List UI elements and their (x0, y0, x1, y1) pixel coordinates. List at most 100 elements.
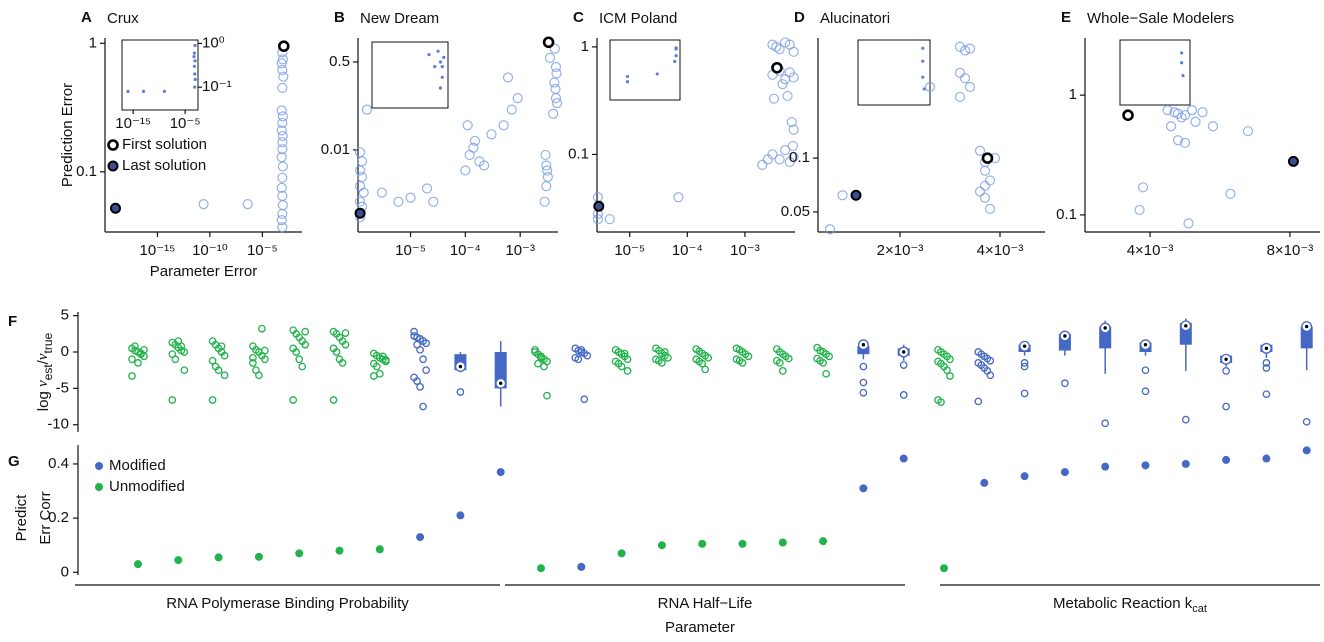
legend-marker (95, 462, 103, 470)
strip-point (531, 345, 539, 354)
point (979, 165, 991, 176)
y-axis-label: log vest/vtrue (35, 332, 55, 411)
point (198, 199, 209, 210)
strip-point (946, 355, 954, 364)
strip-point (140, 345, 148, 354)
y-axis-label: Predict (13, 494, 30, 542)
point (276, 215, 287, 226)
point (277, 54, 288, 65)
point (1222, 455, 1231, 464)
point (550, 83, 561, 95)
point (786, 116, 797, 128)
strip-point (292, 348, 301, 356)
point (405, 192, 416, 203)
y-axis-label-part: log (35, 387, 52, 411)
strip-point (369, 372, 378, 380)
inset-point (921, 59, 925, 63)
point (512, 93, 523, 104)
point (1179, 137, 1191, 148)
strip-point (580, 395, 589, 404)
group-label: Metabolic Reaction kcat (1053, 595, 1207, 615)
strip-point (574, 355, 583, 364)
point (549, 77, 560, 88)
group-label-text: RNA Half−Life (658, 595, 753, 612)
panel-title: New Dream (360, 10, 439, 27)
point (277, 222, 288, 233)
inset-point (193, 77, 197, 82)
mean-dot (1305, 324, 1309, 329)
inset-y-tick-label: 10⁻¹ (202, 78, 232, 95)
strip-point (623, 367, 632, 375)
point (277, 172, 288, 183)
outlier (1181, 415, 1190, 424)
strip-point (661, 348, 669, 356)
y-tick-label: 0.1 (1056, 206, 1077, 223)
point (277, 117, 288, 129)
y-tick-label: 0 (61, 563, 69, 580)
x-tick-label: 10⁻³ (730, 242, 760, 259)
mean-dot (902, 350, 906, 354)
point (486, 129, 497, 140)
point (979, 192, 991, 203)
y-tick-label: 1 (89, 34, 97, 51)
strip-point (744, 352, 753, 361)
inset-point (440, 75, 444, 79)
x-tick-label: 10⁻⁴ (450, 242, 481, 259)
point (979, 180, 991, 191)
x-tick-label: 10⁻¹⁵ (140, 242, 176, 259)
point (277, 137, 288, 148)
point (1134, 204, 1145, 216)
strip-point (784, 354, 793, 363)
y-tick-label: 0.4 (48, 455, 69, 472)
outlier (1061, 379, 1069, 388)
panel-letter: C (573, 9, 584, 26)
inset-point (625, 74, 630, 79)
y-axis-label: Err Corr (37, 491, 54, 544)
last-solution-marker (1287, 155, 1299, 167)
strip-point (986, 371, 995, 380)
strip-point (329, 396, 338, 404)
strip-point (289, 396, 298, 404)
point (924, 81, 936, 93)
strip-point (261, 346, 269, 355)
x-axis-label: Parameter Error (150, 263, 258, 280)
x-tick-label: 10⁻⁵ (614, 242, 645, 259)
y-axis-label-part: / (35, 359, 52, 364)
strip-point (341, 329, 350, 337)
point (788, 151, 799, 162)
strip-point (301, 327, 310, 336)
point (468, 142, 479, 153)
point (984, 203, 996, 214)
point (551, 98, 563, 109)
y-axis-label-part: true (41, 332, 55, 353)
point (782, 90, 793, 102)
point (1176, 112, 1187, 123)
inset-x-tick-label: 10⁻¹⁵ (115, 115, 151, 132)
point (479, 160, 490, 171)
point (899, 454, 908, 463)
point (959, 73, 971, 84)
point (549, 43, 560, 54)
point (295, 549, 304, 558)
y-tick-label: 0.5 (329, 53, 350, 70)
point (361, 104, 373, 115)
point (984, 175, 996, 186)
point (551, 68, 562, 79)
point (771, 41, 782, 53)
point (1225, 188, 1236, 199)
strip-point (422, 366, 430, 375)
point (550, 61, 562, 73)
group-label: RNA Polymerase Binding Probability (166, 595, 409, 612)
point (954, 67, 966, 78)
strip-point (577, 345, 586, 354)
point (393, 196, 404, 207)
group-label-sub: cat (1192, 603, 1207, 615)
point (277, 161, 288, 172)
strip-point (819, 359, 827, 367)
strip-point (338, 359, 347, 367)
strip-point (177, 342, 186, 351)
point (787, 140, 798, 152)
inset-point (436, 49, 440, 53)
strip-point (537, 353, 545, 362)
mean-dot (1264, 346, 1269, 351)
